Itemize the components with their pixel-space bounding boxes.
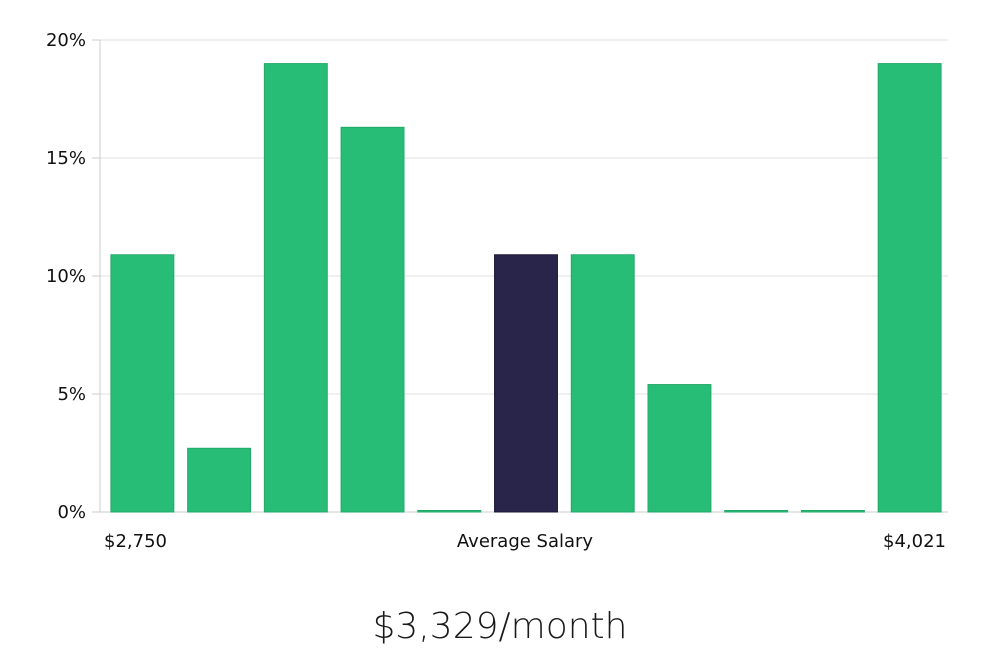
salary-histogram: 0% 5% 10% 15% 20% $2,750 Average Salary $4,0… (46, 30, 948, 552)
y-tick-label: 0% (57, 502, 86, 523)
y-tick-label: 15% (46, 148, 86, 169)
bar (570, 254, 635, 513)
bar (263, 63, 328, 513)
bar-average (494, 254, 558, 513)
bar (647, 384, 712, 513)
y-tick-label: 20% (46, 30, 86, 51)
bar (800, 510, 865, 513)
x-label-min: $2,750 (104, 531, 167, 552)
y-tick-label: 10% (46, 266, 86, 287)
bar (877, 63, 942, 513)
x-label-max: $4,021 (883, 531, 946, 552)
bar (724, 510, 789, 513)
bar (187, 447, 252, 513)
axis-labels: $2,750 Average Salary $4,021 (104, 531, 946, 552)
x-label-average: Average Salary (457, 531, 594, 552)
average-salary-summary: $3,329/month (372, 606, 628, 647)
bar (417, 510, 482, 513)
y-tick-label: 5% (57, 384, 86, 405)
bar (340, 126, 405, 513)
bars (110, 63, 942, 513)
bar (110, 254, 175, 513)
axes: 0% 5% 10% 15% 20% (46, 30, 948, 523)
